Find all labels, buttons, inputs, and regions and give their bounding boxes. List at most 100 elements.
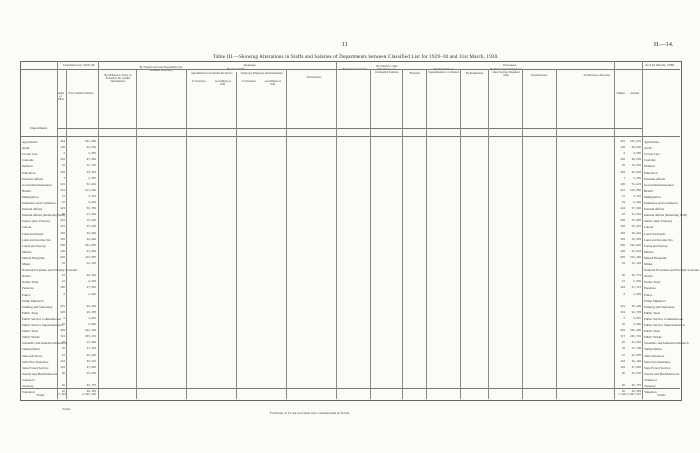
cell-number-31-march: 508 <box>620 243 625 247</box>
cell-amount-31-march: 22,255 <box>631 353 641 357</box>
cell-amount: 75,820 <box>86 219 96 223</box>
cell-number-31-march: 86 <box>621 384 625 387</box>
cell-amount-31-march: 37,085 <box>631 365 641 369</box>
cell-number: 218 <box>60 304 65 308</box>
row-label: State Advances <box>22 353 43 358</box>
row-label: Audit <box>22 146 30 151</box>
cell-number: 183 <box>60 207 65 211</box>
cell-number: 42 <box>61 164 65 168</box>
cell-amount: 12,620 <box>86 341 96 345</box>
row-label: Industries and Commerce <box>22 201 56 205</box>
row-label: Public Trust <box>22 329 39 334</box>
cell-amount: 25,775 <box>86 384 96 387</box>
cell-number-31-march: 26 <box>621 341 625 345</box>
header-additions: By Additions to Salary on Promotion, &c.… <box>104 74 132 84</box>
row-label: Mental Hospitals <box>22 255 45 260</box>
cell-amount: 89,455 <box>86 310 96 314</box>
row-label-right: Marine <box>644 249 654 254</box>
cell-amount-31-march: 115,950 <box>630 188 641 192</box>
row-label: State Fire Insurance <box>22 359 49 364</box>
cell-amount: 2,455 <box>88 176 96 180</box>
cell-amount-31-march: 8,530 <box>633 280 641 284</box>
cell-number-31-march: 86 <box>621 371 625 375</box>
row-label-right: Defence <box>644 164 655 169</box>
cell-number: 930 <box>60 255 65 259</box>
row-label-right: Lands and Survey <box>644 243 668 248</box>
cell-amount: 27,532 <box>86 286 96 290</box>
row-label: Justice (also Prisons) <box>22 219 50 224</box>
cell-amount-31-march: 192,945 <box>630 243 641 247</box>
cell-amount-31-march: 48,955 <box>631 237 641 241</box>
cell-amount-31-march: 12,125 <box>631 262 641 265</box>
cell-number-31-march: 7 <box>623 176 625 180</box>
row-label-right: State Forest Service <box>644 365 671 370</box>
cell-number: 49 <box>61 213 65 217</box>
cell-amount-31-march: 38,240 <box>631 231 641 235</box>
cell-amount-31-march: 3,960 <box>633 323 641 326</box>
cell-amount-31-march: 63,810 <box>631 249 641 253</box>
row-label: Public Trust <box>22 310 39 315</box>
cell-number: 23 <box>61 262 65 265</box>
cell-number-31-march: 136 <box>620 146 625 150</box>
row-label-right: Internal Affairs <box>644 207 665 212</box>
cell-amount-31-march: 12,620 <box>631 341 641 345</box>
table-title: Table III.—Showing Alterations in Staffs… <box>213 55 499 60</box>
row-label: Internal Affairs (Relieving Staff) <box>22 213 66 218</box>
cell-number-31-march: 184 <box>620 207 625 211</box>
cell-number: 284 <box>60 219 65 223</box>
cell-number: 506 <box>60 243 65 247</box>
row-label: Immigration <box>22 194 39 199</box>
cell-amount-31-march: 11,510 <box>631 213 641 217</box>
row-label: Printing and Stationery <box>22 304 53 309</box>
cell-number: 724 <box>60 335 65 339</box>
row-label: National Provident and Friendly Societie… <box>22 268 78 273</box>
cell-amount: 20,635 <box>86 371 96 375</box>
cell-number: 499 <box>60 329 65 333</box>
cell-amount: 56,750 <box>86 207 96 211</box>
cell-number-31-march: 5 <box>623 316 625 320</box>
cell-number-31-march: 82 <box>621 390 625 394</box>
cell-amount: 3,015 <box>88 316 96 320</box>
cell-number-31-march: 142 <box>620 359 625 363</box>
cell-amount: 12,740 <box>86 164 96 168</box>
cell-amount: 68,250 <box>86 146 96 150</box>
totals-amount: 2,286,200 <box>81 393 96 396</box>
cell-number: 23 <box>61 201 65 204</box>
row-label-right: Customs <box>644 158 656 163</box>
row-label-right: Public Trust <box>644 329 661 334</box>
header-total-classified-salaries: Total Classified Salaries. <box>68 92 94 95</box>
cell-amount-31-march: 69,606 <box>631 146 641 150</box>
cell-number-31-march: 186 <box>620 225 625 229</box>
cell-amount: 161,409 <box>85 140 96 143</box>
cell-amount: 21,730 <box>86 347 96 351</box>
cell-number: 131 <box>60 182 65 186</box>
row-label: Tourist and Health Resorts <box>22 371 58 376</box>
cell-number: 16 <box>61 323 65 326</box>
cell-number-31-march: 125 <box>620 231 625 235</box>
header-amount-31-march: Amount. <box>630 92 640 95</box>
cell-amount: 39,870 <box>86 359 96 363</box>
header-temporary: Temporary Employees made Permanent. <box>240 72 284 75</box>
cell-amount: 3,855 <box>88 152 96 156</box>
cell-amount: 8,530 <box>88 280 96 284</box>
cell-number: 125 <box>60 231 65 235</box>
cell-amount: 184,120 <box>85 329 96 333</box>
cell-amount-31-march: 57,306 <box>631 207 641 211</box>
row-label-right: National Provident and Friendly Societie… <box>644 268 700 273</box>
cell-number: 120 <box>60 237 65 241</box>
header-department: Department. <box>30 126 48 130</box>
cell-number: 187 <box>60 225 65 229</box>
cell-amount-31-march: 40,190 <box>631 359 641 363</box>
cell-amount: 12,125 <box>86 262 96 265</box>
cell-amount-31-march: 76,855 <box>631 219 641 223</box>
row-label-right: Mental Hospitals <box>644 255 667 260</box>
cell-number-31-march: 165 <box>620 170 625 174</box>
row-label-right: Public Trust <box>644 310 661 315</box>
cell-number-31-march: 11 <box>621 194 625 198</box>
cell-number-31-march: 935 <box>620 255 625 259</box>
row-label-right: Stamp Duties <box>644 347 662 352</box>
cell-amount-31-march: 9,800 <box>633 201 641 204</box>
row-label-right: Justice (also Prisons) <box>644 219 672 224</box>
row-label-right: Public Service Commissioner <box>644 316 684 321</box>
cell-number-31-march: 501 <box>620 329 625 333</box>
